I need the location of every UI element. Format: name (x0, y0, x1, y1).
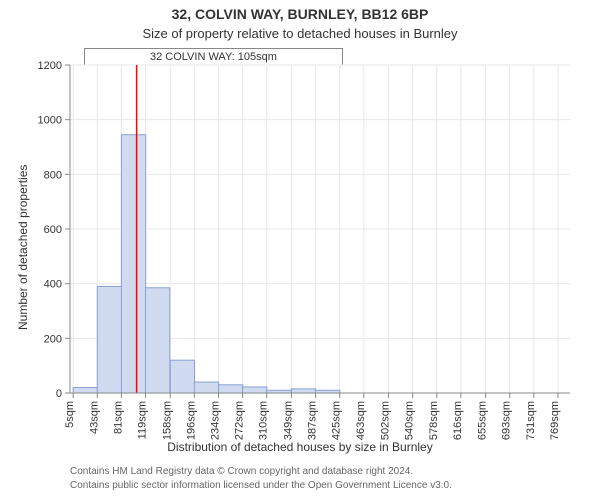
svg-text:693sqm: 693sqm (501, 401, 513, 440)
svg-text:119sqm: 119sqm (137, 401, 149, 439)
svg-text:731sqm: 731sqm (525, 401, 537, 440)
svg-text:234sqm: 234sqm (209, 401, 221, 440)
svg-text:616sqm: 616sqm (452, 401, 464, 440)
svg-text:5sqm: 5sqm (64, 401, 76, 428)
svg-text:81sqm: 81sqm (112, 401, 124, 434)
svg-text:0: 0 (56, 388, 62, 400)
histogram-chart: 0 200 400 600 800 1000 1200 5sqm 43sqm 81sqm 119sq… (0, 0, 600, 460)
svg-text:502sqm: 502sqm (380, 401, 392, 440)
footer-line-1: Contains HM Land Registry data © Crown c… (70, 466, 600, 477)
svg-text:540sqm: 540sqm (404, 401, 416, 440)
svg-text:196sqm: 196sqm (185, 401, 197, 440)
svg-text:200: 200 (44, 333, 62, 345)
svg-text:387sqm: 387sqm (307, 401, 319, 440)
svg-text:600: 600 (44, 224, 62, 236)
svg-text:400: 400 (44, 279, 62, 291)
svg-text:272sqm: 272sqm (234, 401, 246, 440)
svg-text:425sqm: 425sqm (331, 401, 343, 440)
svg-text:800: 800 (44, 169, 62, 181)
svg-text:43sqm: 43sqm (88, 401, 100, 434)
svg-text:578sqm: 578sqm (428, 401, 440, 440)
svg-text:310sqm: 310sqm (258, 401, 270, 440)
svg-text:769sqm: 769sqm (549, 401, 561, 440)
svg-text:1200: 1200 (38, 60, 62, 72)
svg-text:349sqm: 349sqm (282, 401, 294, 440)
footer-line-2: Contains public sector information licen… (70, 480, 600, 491)
svg-text:1000: 1000 (38, 115, 62, 127)
svg-text:463sqm: 463sqm (355, 401, 367, 440)
svg-text:655sqm: 655sqm (477, 401, 489, 440)
svg-text:158sqm: 158sqm (161, 401, 173, 440)
x-axis-label: Distribution of detached houses by size … (0, 440, 600, 454)
y-axis-label: Number of detached properties (16, 165, 30, 330)
